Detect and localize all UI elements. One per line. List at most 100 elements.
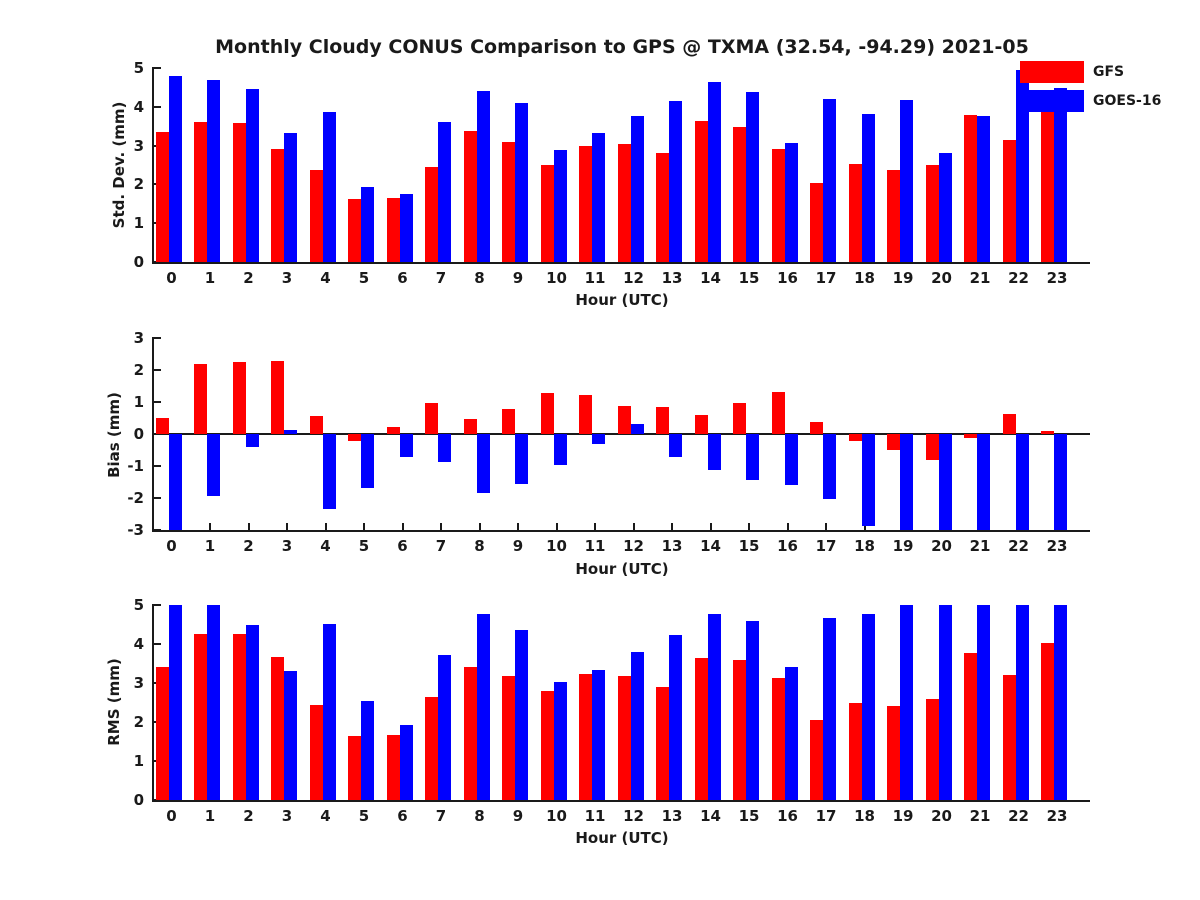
y-tick: [154, 401, 161, 403]
bar-gfs-hour-16: [771, 392, 785, 434]
y-tick-label: 4: [133, 97, 144, 116]
bar-gfs-hour-1: [194, 363, 207, 434]
bar-goes16-hour-5: [361, 434, 374, 488]
x-axis-label-rms: Hour (UTC): [575, 829, 669, 847]
legend-swatch-gfs: [1020, 61, 1084, 83]
x-tick-label: 22: [1008, 807, 1029, 825]
bar-goes16-hour-19: [900, 434, 913, 530]
bar-gfs-hour-13: [656, 687, 669, 800]
x-tick: [863, 523, 866, 530]
bar-goes16-hour-4: [322, 434, 336, 510]
bar-gfs-hour-10: [540, 165, 554, 262]
bar-goes16-hour-1: [207, 434, 220, 496]
bar-gfs-hour-11: [579, 395, 592, 434]
x-tick-label: 6: [397, 269, 408, 287]
bar-goes16-hour-21: [977, 115, 990, 262]
x-tick-label: 18: [854, 537, 875, 555]
bar-goes16-hour-11: [592, 133, 605, 262]
bar-goes16-hour-21: [977, 605, 990, 800]
bar-gfs-hour-21: [964, 114, 977, 262]
bar-goes16-hour-14: [707, 81, 721, 262]
y-tick: [154, 465, 161, 467]
y-tick-label: 5: [133, 59, 144, 77]
x-tick: [709, 523, 712, 530]
legend: GFS GOES-16: [1020, 61, 1161, 119]
bar-goes16-hour-16: [784, 434, 798, 485]
bar-gfs-hour-22: [1002, 675, 1016, 800]
bar-gfs-hour-18: [848, 163, 862, 262]
x-tick-label: 22: [1008, 269, 1029, 287]
bar-gfs-hour-17: [810, 182, 823, 262]
bar-goes16-hour-9: [515, 434, 528, 484]
bar-gfs-hour-11: [579, 674, 592, 800]
x-tick-label: 13: [661, 269, 683, 287]
x-tick: [324, 523, 327, 530]
bar-goes16-hour-7: [438, 654, 451, 800]
bar-gfs-hour-15: [733, 660, 746, 800]
bar-gfs-hour-9: [502, 676, 515, 800]
y-tick-label: 0: [133, 253, 144, 271]
y-axis: [152, 67, 154, 264]
bar-gfs-hour-2: [232, 362, 246, 434]
bar-gfs-hour-7: [425, 403, 438, 434]
bar-goes16-hour-20: [938, 153, 952, 262]
bar-gfs-hour-0: [155, 418, 169, 434]
bar-goes16-hour-5: [361, 187, 374, 262]
bar-gfs-hour-20: [925, 698, 939, 800]
bar-gfs-hour-12: [617, 676, 631, 800]
x-tick-label: 10: [546, 537, 567, 555]
y-tick-label: 2: [133, 361, 144, 379]
x-tick: [478, 523, 481, 530]
x-tick-label: 1: [204, 537, 216, 555]
x-tick: [632, 523, 635, 530]
y-tick-label: 4: [133, 635, 144, 653]
bar-gfs-hour-1: [194, 634, 207, 801]
x-tick-label: 18: [854, 269, 875, 287]
bar-gfs-hour-10: [540, 690, 554, 800]
bar-goes16-hour-16: [784, 142, 798, 262]
y-tick-label: -2: [127, 489, 144, 507]
bar-gfs-hour-11: [579, 146, 592, 262]
x-tick-label: 10: [546, 269, 567, 287]
bar-goes16-hour-6: [399, 194, 413, 262]
x-tick-label: 18: [854, 807, 875, 825]
bar-gfs-hour-20: [925, 434, 939, 460]
y-tick-label: -3: [127, 521, 144, 539]
x-axis-label-bias: Hour (UTC): [575, 560, 669, 578]
bar-goes16-hour-1: [207, 79, 220, 262]
x-tick-label: 5: [358, 269, 370, 287]
bar-goes16-hour-15: [746, 620, 759, 800]
bar-gfs-hour-5: [348, 434, 361, 441]
x-tick-label: 0: [166, 269, 177, 287]
x-tick-label: 4: [320, 807, 331, 825]
x-tick-label: 3: [281, 537, 293, 555]
bar-goes16-hour-9: [515, 629, 528, 800]
bar-gfs-hour-0: [155, 132, 169, 262]
x-tick-label: 5: [358, 807, 370, 825]
bar-gfs-hour-7: [425, 166, 438, 262]
legend-label-gfs: GFS: [1093, 64, 1125, 80]
x-tick: [786, 523, 789, 530]
bar-goes16-hour-14: [707, 614, 721, 800]
bar-gfs-hour-9: [502, 141, 515, 262]
y-tick: [154, 604, 161, 606]
bar-goes16-hour-17: [823, 434, 836, 499]
legend-swatch-goes16: [1020, 90, 1084, 112]
bar-gfs-hour-7: [425, 697, 438, 800]
x-tick-label: 15: [738, 807, 760, 825]
x-tick-label: 6: [397, 807, 408, 825]
bar-goes16-hour-18: [861, 613, 875, 800]
bar-goes16-hour-3: [284, 670, 297, 800]
x-tick: [440, 523, 442, 530]
y-tick-label: 1: [133, 214, 144, 233]
bar-goes16-hour-6: [399, 725, 413, 800]
bar-goes16-hour-7: [438, 434, 451, 462]
bar-goes16-hour-18: [861, 113, 875, 262]
x-tick-label: 7: [435, 269, 447, 287]
x-tick-label: 19: [892, 807, 914, 825]
y-tick-label: 2: [133, 713, 144, 731]
bar-gfs-hour-0: [155, 667, 169, 800]
